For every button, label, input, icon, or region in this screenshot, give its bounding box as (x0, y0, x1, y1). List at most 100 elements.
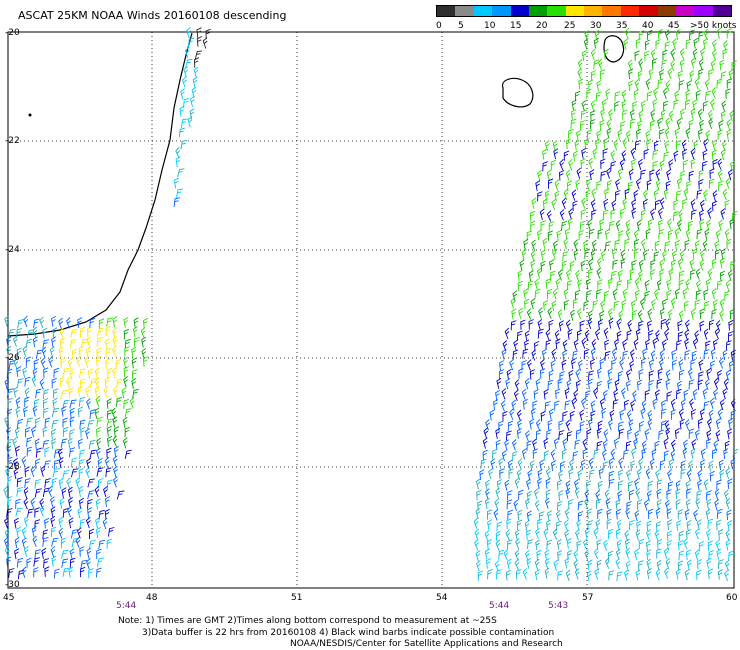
wind-barb (691, 439, 697, 451)
wind-barb (711, 87, 717, 99)
wind-barb (671, 250, 677, 262)
wind-barb (610, 149, 616, 162)
wind-barb (565, 569, 571, 582)
wind-barb (568, 158, 573, 171)
wind-barb (62, 426, 69, 437)
wind-barb (583, 349, 590, 360)
wind-barb (688, 170, 695, 181)
wind-barb (516, 330, 523, 341)
madagascar-coastline (7, 32, 193, 337)
wind-barb (608, 470, 615, 481)
wind-barb (653, 251, 660, 262)
wind-barb (607, 528, 614, 539)
wind-barb (658, 219, 664, 231)
wind-barb (708, 178, 715, 189)
wind-barb (116, 396, 123, 407)
wind-barb (635, 178, 641, 190)
wind-barb (534, 278, 540, 290)
wind-barb (124, 449, 132, 459)
wind-barb (42, 439, 50, 450)
wind-barb (716, 27, 722, 39)
wind-barb (15, 397, 21, 409)
wind-barb (202, 37, 208, 49)
wind-barb (561, 220, 568, 231)
wind-barb (586, 428, 592, 440)
wind-barb (710, 98, 715, 111)
wind-barb (43, 558, 50, 569)
wind-barb (568, 369, 574, 381)
wind-barb (586, 129, 593, 140)
wind-barb (43, 407, 49, 418)
wind-barb (615, 548, 621, 560)
wind-barb (668, 110, 674, 122)
wind-barb (586, 480, 592, 491)
wind-barb (576, 428, 582, 440)
wind-barb (70, 329, 78, 339)
wind-barb (712, 190, 718, 202)
wind-barb (654, 529, 660, 541)
wind-barb (506, 558, 512, 570)
wind-barb (678, 209, 683, 221)
wind-barb (115, 359, 122, 370)
wind-barb (593, 59, 600, 70)
wind-barb (631, 207, 637, 219)
wind-barb (680, 170, 686, 182)
wind-barb (485, 488, 490, 500)
wind-barb (645, 468, 651, 480)
wind-barb (638, 110, 644, 122)
wind-barb (16, 378, 24, 388)
wind-barb (50, 496, 55, 508)
wind-barb (625, 380, 631, 392)
wind-barb (629, 268, 635, 279)
wind-barb (703, 328, 709, 340)
note-line-1: Note: 1) Times are GMT 2)Times along bot… (118, 616, 497, 626)
wind-barb (706, 557, 712, 569)
wind-barb (477, 570, 484, 581)
wind-barb (690, 147, 696, 160)
wind-barb (718, 180, 724, 191)
wind-barb (475, 478, 481, 490)
wind-barb (707, 109, 713, 122)
wind-barb (60, 537, 67, 549)
wind-barb (16, 366, 22, 377)
wind-barb (488, 468, 493, 480)
wind-barb (123, 376, 128, 388)
wind-barb (3, 486, 9, 498)
wind-barb (683, 538, 689, 550)
wind-barb (521, 249, 527, 261)
wind-barb (16, 557, 24, 568)
wind-barb (658, 429, 664, 440)
wind-barb (23, 487, 29, 499)
wind-barb (518, 489, 524, 500)
wind-barb (507, 490, 513, 501)
wind-barb (531, 197, 537, 209)
wind-barb (514, 379, 520, 391)
wind-barb (173, 197, 181, 207)
wind-barb (538, 307, 543, 319)
wind-barb (587, 317, 593, 330)
wind-barb (716, 519, 722, 531)
wind-barb (624, 27, 630, 40)
wind-barb (693, 140, 699, 151)
wind-barb (577, 308, 582, 320)
wind-barb (517, 458, 523, 470)
wind-barb (682, 198, 688, 209)
wind-barb (187, 37, 195, 48)
wind-barb (633, 248, 639, 259)
wind-barb (690, 198, 696, 211)
wind-barb (633, 338, 639, 350)
wind-barb (501, 348, 507, 360)
wind-barb (579, 220, 586, 231)
wind-barb (22, 345, 28, 357)
wind-barb (684, 509, 690, 520)
wind-barb (480, 458, 487, 469)
wind-barb (651, 298, 656, 311)
wind-barb (699, 199, 705, 211)
wind-barb (476, 489, 482, 501)
wind-barb (597, 58, 603, 70)
wind-barb (719, 298, 725, 311)
wind-barb (533, 388, 539, 400)
wind-barb (34, 519, 41, 530)
wind-barb (723, 489, 729, 501)
wind-barb (645, 78, 651, 90)
